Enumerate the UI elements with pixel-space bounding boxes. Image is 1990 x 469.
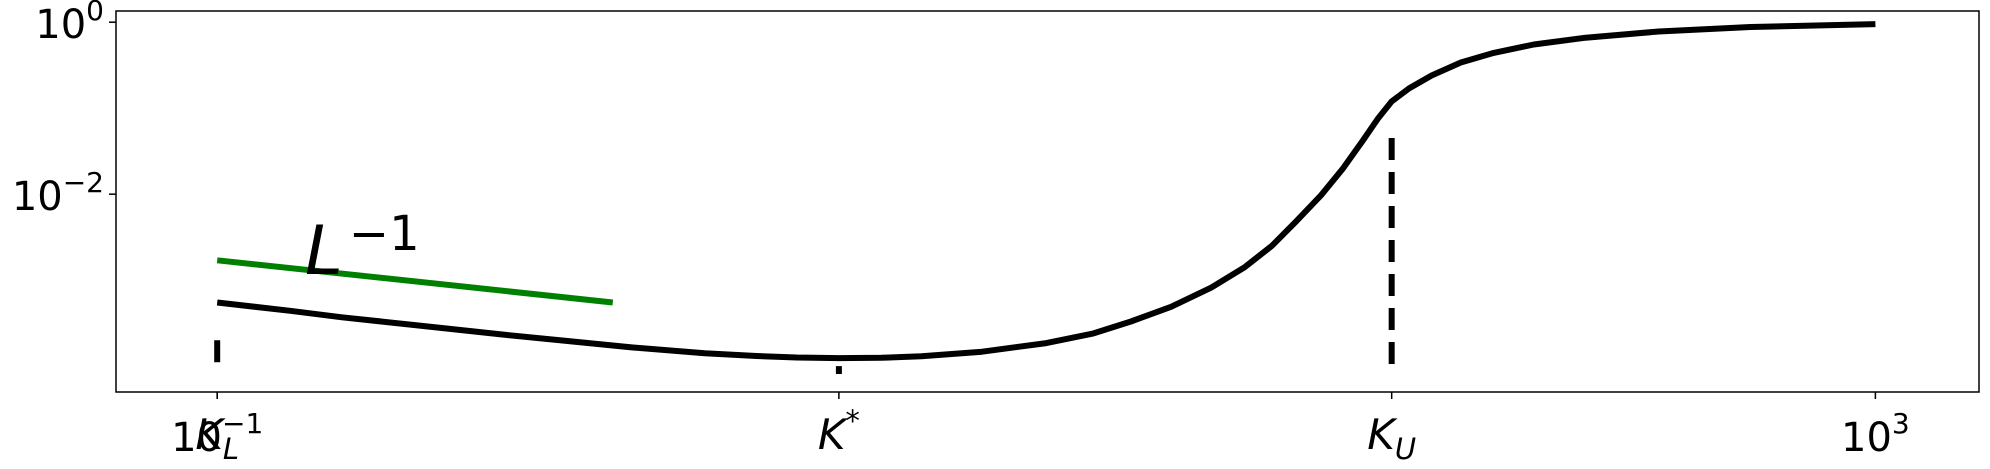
plot-area: L −1 bbox=[214, 21, 1876, 374]
x-tick-label-1: 103 bbox=[1841, 407, 1910, 461]
marker-label-2: KU bbox=[1367, 410, 1416, 466]
y-tick-label-0: 100 bbox=[35, 0, 104, 48]
reference-line bbox=[216, 257, 614, 306]
x-tick-label-0: 10−1 bbox=[171, 407, 263, 461]
series-line-0 bbox=[216, 21, 1876, 362]
axes: 100 10−2 10−1 103 KL K* KU bbox=[12, 0, 1910, 466]
y-tick-label-1: 10−2 bbox=[12, 166, 104, 220]
marker-label-0: KL bbox=[195, 410, 239, 466]
reference-label: L −1 bbox=[305, 206, 420, 291]
axes-frame bbox=[115, 10, 1980, 393]
marker-label-1: K* bbox=[818, 404, 860, 459]
